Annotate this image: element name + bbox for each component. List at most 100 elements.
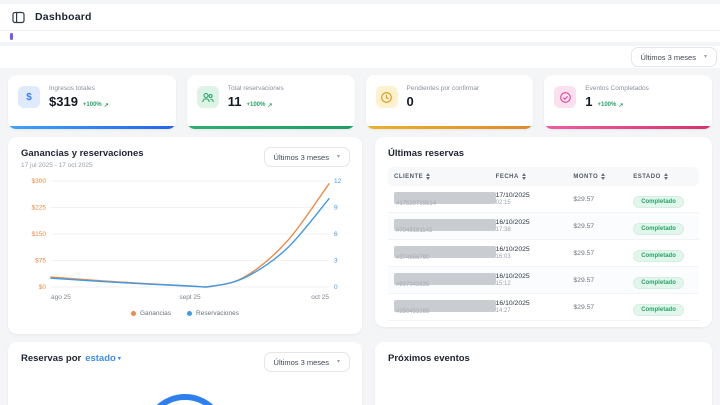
- column-label: ESTADO: [633, 173, 661, 180]
- client-cell: #937042635: [394, 272, 496, 288]
- table-row[interactable]: #374856790 16/10/2025 16:03 $29.57 Compl…: [388, 240, 699, 267]
- stat-label: Total reservaciones: [227, 85, 284, 92]
- status-dimension-link[interactable]: estado ▾: [85, 353, 121, 364]
- sidebar-toggle-icon[interactable]: [12, 11, 25, 24]
- column-header[interactable]: MONTO: [573, 173, 633, 180]
- scroll-thumb[interactable]: [10, 33, 13, 40]
- chart-legend: Ganancias Reservaciones: [21, 310, 349, 317]
- svg-text:ago 25: ago 25: [51, 294, 71, 301]
- status-chart-card: Reservas por estado ▾ Últimos 3 meses ▾: [8, 342, 362, 405]
- accent-bar: [8, 126, 176, 129]
- client-name-redacted: [394, 299, 496, 312]
- chart-range-label: Últimos 3 meses: [273, 152, 329, 162]
- reservation-date: 16/10/2025: [495, 219, 530, 226]
- column-label: FECHA: [495, 173, 519, 180]
- table-row[interactable]: #17520735614 17/10/2025 02:15 $29.57 Com…: [388, 186, 699, 213]
- dollar-icon: $: [18, 86, 40, 108]
- status-badge: Completado: [633, 223, 684, 235]
- svg-text:$150: $150: [32, 231, 47, 238]
- client-cell: #250453268: [394, 299, 496, 315]
- column-label: CLIENTE: [394, 173, 424, 180]
- donut-chart: [143, 394, 227, 405]
- legend-dot-icon: [130, 311, 136, 316]
- legend-label: Reservaciones: [196, 310, 240, 317]
- reservation-date: 16/10/2025: [495, 246, 530, 253]
- stat-card-reservaciones[interactable]: Total reservaciones 11 +100% ↗: [186, 75, 355, 129]
- status-cell: Completado: [633, 217, 693, 235]
- stats-row: $ Ingresos totales $319 +100% ↗ Total res…: [8, 75, 712, 129]
- trend-up-icon: ↗: [267, 103, 273, 109]
- column-header[interactable]: ESTADO: [633, 173, 693, 180]
- sort-icon: [601, 173, 606, 180]
- date-cell: 16/10/2025 14:27: [496, 300, 574, 314]
- column-header[interactable]: FECHA: [496, 173, 574, 180]
- stat-label: Pendientes por confirmar: [406, 85, 480, 92]
- amount-cell: $29.57: [573, 249, 595, 257]
- date-cell: 16/10/2025 15:12: [496, 273, 574, 287]
- status-range-dropdown[interactable]: Últimos 3 meses ▾: [263, 352, 350, 372]
- date-cell: 16/10/2025 17:38: [496, 219, 574, 233]
- earnings-chart-card: Ganancias y reservaciones 17 jul 2025 - …: [8, 137, 362, 334]
- reservation-time: 14:27: [495, 308, 511, 314]
- table-row[interactable]: #937042635 16/10/2025 15:12 $29.57 Compl…: [388, 267, 699, 294]
- check-circle-icon: [554, 86, 577, 108]
- donut-outer-ring: [143, 394, 227, 405]
- client-name-redacted: [394, 245, 496, 258]
- status-cell: Completado: [633, 298, 693, 316]
- line-chart: $300 12 $225 9 $150 6 $75 3 $0 0 ago 25 sept 25 oct …: [32, 178, 342, 301]
- reservation-date: 16/10/2025: [495, 300, 530, 307]
- chart-range-dropdown[interactable]: Últimos 3 meses ▾: [263, 147, 350, 167]
- chevron-down-icon: ▾: [703, 54, 707, 60]
- reservations-header: CLIENTE FECHA MONTO ESTADO: [388, 167, 699, 186]
- accent-bar: [365, 126, 534, 129]
- svg-text:0: 0: [334, 284, 338, 291]
- users-icon: [196, 86, 219, 108]
- stat-label: Ingresos totales: [49, 85, 95, 92]
- app-header: Dashboard: [0, 4, 720, 30]
- client-name-redacted: [394, 191, 496, 204]
- reservation-time: 15:12: [495, 281, 511, 287]
- client-cell: #17520735614: [394, 191, 496, 207]
- svg-text:12: 12: [334, 178, 342, 185]
- svg-text:$300: $300: [32, 178, 47, 185]
- stat-delta: +100%: [82, 102, 102, 108]
- stat-card-eventos[interactable]: Eventos Completados 1 +100% ↗: [544, 75, 712, 129]
- global-range-label: Últimos 3 meses: [640, 52, 696, 62]
- status-badge: Completado: [633, 250, 684, 262]
- svg-text:oct 25: oct 25: [311, 294, 329, 301]
- client-id: #250453268: [396, 308, 430, 315]
- client-name-redacted: [394, 272, 496, 285]
- trend-up-icon: ↗: [618, 103, 624, 109]
- status-cell: Completado: [633, 190, 693, 208]
- table-row[interactable]: #7049181143 16/10/2025 17:38 $29.57 Comp…: [388, 213, 699, 240]
- status-badge: Completado: [633, 304, 684, 316]
- amount-cell: $29.57: [573, 303, 595, 311]
- legend-item[interactable]: Ganancias: [130, 310, 172, 317]
- column-header[interactable]: CLIENTE: [394, 173, 496, 180]
- global-range-dropdown[interactable]: Últimos 3 meses ▾: [630, 47, 717, 67]
- client-id: #937042635: [396, 281, 430, 288]
- table-row[interactable]: #250453268 16/10/2025 14:27 $29.57 Compl…: [388, 294, 699, 321]
- column-label: MONTO: [573, 173, 599, 180]
- client-cell: #374856790: [394, 245, 496, 261]
- stat-card-ingresos[interactable]: $ Ingresos totales $319 +100% ↗: [8, 75, 176, 129]
- client-id: #7049181143: [396, 227, 433, 234]
- chart-title: Ganancias y reservaciones: [21, 148, 144, 159]
- bottom-row: Reservas por estado ▾ Últimos 3 meses ▾ …: [8, 342, 712, 405]
- stat-delta: +100%: [246, 102, 266, 108]
- legend-item[interactable]: Reservaciones: [187, 310, 239, 317]
- svg-text:sept 25: sept 25: [179, 294, 201, 301]
- legend-label: Ganancias: [139, 310, 172, 317]
- recent-reservations-card: Últimas reservas CLIENTE FECHA MONTO ESTADO…: [375, 137, 712, 327]
- status-title: Reservas por estado ▾: [21, 353, 121, 364]
- status-badge: Completado: [633, 277, 684, 289]
- legend-dot-icon: [187, 311, 193, 316]
- chevron-down-icon: ▾: [336, 359, 340, 365]
- svg-text:3: 3: [334, 258, 338, 265]
- stat-card-pendientes[interactable]: Pendientes por confirmar 0 ↗: [365, 75, 534, 129]
- date-cell: 17/10/2025 02:15: [496, 192, 574, 206]
- client-name-redacted: [394, 218, 496, 231]
- client-id: #374856790: [396, 254, 430, 261]
- chart-date-range: 17 jul 2025 - 17 oct 2025: [21, 162, 93, 169]
- stat-label: Eventos Completados: [585, 85, 649, 92]
